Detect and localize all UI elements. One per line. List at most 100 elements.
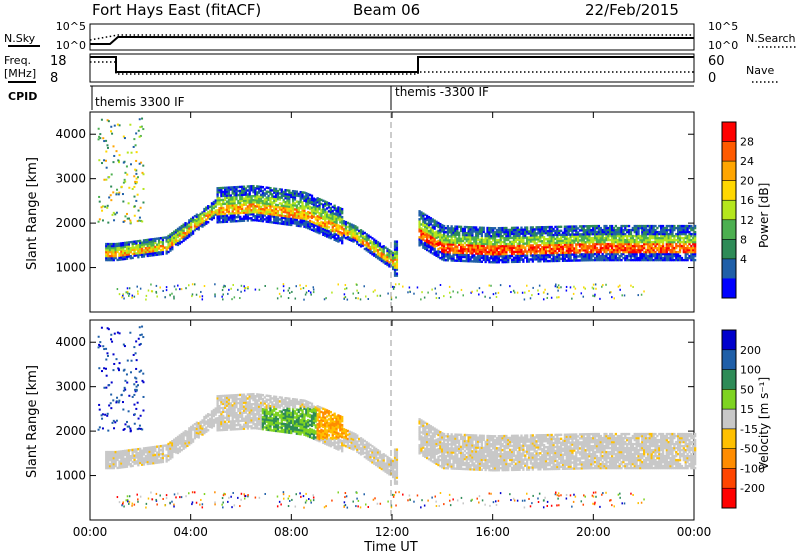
power-cbar-tick-label-1: 24 [740, 155, 754, 168]
power-cell [135, 144, 137, 146]
power-cell [247, 286, 249, 288]
power-cell [694, 259, 696, 261]
power-cell [479, 287, 481, 289]
power-cell [341, 216, 343, 218]
power-cell [498, 292, 500, 294]
power-cell [356, 290, 358, 292]
power-cell [277, 288, 279, 290]
power-cell [99, 218, 101, 220]
power-cell [124, 215, 126, 217]
power-cell [135, 132, 137, 134]
power-cell [440, 284, 442, 286]
date-title: 22/Feb/2015 [585, 1, 679, 19]
power-cell [129, 287, 131, 289]
power-cell [543, 298, 545, 300]
power-cell [134, 181, 136, 183]
site-title: Fort Hays East (fitACF) [92, 1, 261, 19]
power-cell [524, 246, 526, 248]
power-cell [108, 176, 110, 178]
power-cell [111, 173, 113, 175]
power-cell [619, 285, 621, 287]
power-cell [599, 298, 601, 300]
nsky-tick-bottom: 10^0 [56, 39, 86, 52]
power-cell [296, 285, 298, 287]
power-cell [324, 298, 326, 300]
power-cell [310, 294, 312, 296]
power-cell [452, 290, 454, 292]
power-cell [126, 291, 128, 293]
power-cell [291, 291, 293, 293]
power-cell [128, 295, 130, 297]
cpid-row: CPID themis 3300 IF themis -3300 IF [8, 85, 694, 110]
power-cell [137, 293, 139, 295]
power-cell [613, 297, 615, 299]
power-cell [207, 221, 209, 223]
power-cell [489, 284, 491, 286]
power-cell [145, 299, 147, 301]
power-cbar-swatch-1 [722, 142, 736, 162]
power-cell [583, 296, 585, 298]
power-cell [234, 296, 236, 298]
power-cell [134, 169, 136, 171]
power-cell [139, 118, 141, 120]
power-cell [632, 286, 634, 288]
power-cell [537, 289, 539, 291]
power-cell [435, 288, 437, 290]
power-cell [116, 150, 118, 152]
power-cbar-swatch-6 [722, 239, 736, 259]
power-cell [313, 291, 315, 293]
power-cell [524, 298, 526, 300]
power-cell [395, 283, 397, 285]
power-cell [132, 257, 134, 259]
power-cell [110, 130, 112, 132]
power-cell [132, 188, 134, 190]
power-cell [396, 272, 398, 274]
power-cell [113, 155, 115, 157]
power-cell [528, 290, 530, 292]
power-cell [131, 152, 133, 154]
power-cell [115, 193, 117, 195]
power-cell [365, 295, 367, 297]
nsky-panel: N.Sky 10^5 10^0 10^5 10^0 N.Search [4, 20, 796, 52]
nsky-series [90, 37, 694, 44]
power-cell [595, 288, 597, 290]
power-cell [101, 119, 103, 121]
power-cell [566, 286, 568, 288]
power-cell [138, 220, 140, 222]
power-cbar-label: Power [dB] [757, 183, 771, 248]
power-cell [132, 295, 134, 297]
power-cell [471, 291, 473, 293]
nsky-label: N.Sky [4, 32, 36, 45]
power-cell [139, 217, 141, 219]
power-cell [155, 291, 157, 293]
power-cell [308, 290, 310, 292]
power-cell [417, 286, 419, 288]
power-cell [107, 222, 109, 224]
power-cell [139, 136, 141, 138]
power-cbar-swatch-4 [722, 200, 736, 220]
power-cell [601, 286, 603, 288]
power-cell [255, 289, 257, 291]
power-cbar-tick-label-0: 28 [740, 136, 754, 149]
power-cell [530, 297, 532, 299]
power-cell [451, 225, 453, 227]
power-cell [431, 289, 433, 291]
power-cell [133, 186, 135, 188]
power-cell [122, 193, 124, 195]
power-cell [409, 286, 411, 288]
power-cell [356, 226, 358, 228]
power-cell [123, 297, 125, 299]
power-cell [245, 287, 247, 289]
power-cell [560, 286, 562, 288]
power-cbar-swatch-5 [722, 220, 736, 240]
power-cell [482, 291, 484, 293]
power-cell [460, 226, 462, 228]
power-cbar-swatch-8 [722, 278, 736, 298]
power-cell [106, 207, 108, 209]
power-cell [356, 284, 358, 286]
power-cell [264, 285, 266, 287]
power-cell [573, 293, 575, 295]
freq-tick-bottom: 8 [50, 71, 58, 86]
power-cell [173, 298, 175, 300]
